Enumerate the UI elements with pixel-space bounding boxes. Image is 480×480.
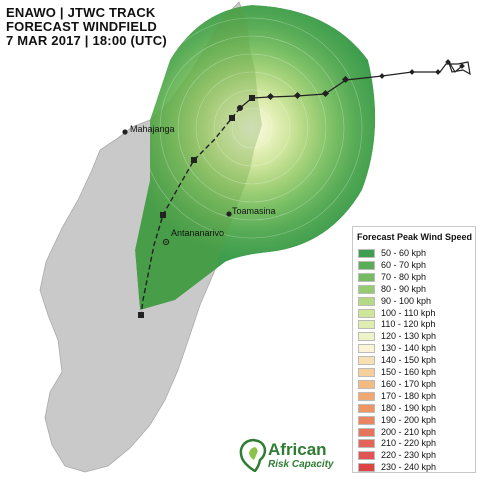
legend-label: 140 - 150 kph [381, 355, 437, 366]
observed-track-line [239, 59, 471, 109]
city-label-antananarivo: Antananarivo [171, 228, 225, 238]
legend-label: 70 - 80 kph [381, 271, 427, 282]
legend-label: 50 - 60 kph [381, 248, 427, 258]
city-marker-antananarivo [162, 238, 170, 246]
legend-label: 80 - 90 kph [381, 283, 427, 294]
legend-label: 90 - 100 kph [381, 295, 432, 306]
wind-speed-legend: Forecast Peak Wind Speed 50 - 60 kph 60 -… [352, 226, 476, 473]
logo-sub-text: Risk Capacity [268, 459, 334, 470]
legend-label: 190 - 200 kph [381, 414, 437, 425]
legend-label: 180 - 190 kph [381, 402, 437, 413]
legend-swatch [358, 379, 375, 389]
track-markers [138, 59, 465, 318]
legend-label: 120 - 130 kph [381, 331, 437, 342]
legend-swatch [358, 463, 375, 473]
title-line-2: FORECAST WINDFIELD [6, 19, 157, 34]
legend-swatch [358, 403, 375, 413]
legend-swatch [358, 451, 375, 461]
legend-swatch [358, 332, 375, 342]
legend-label: 230 - 240 kph [381, 462, 437, 473]
legend-swatch [358, 320, 375, 330]
legend-swatch [358, 368, 375, 377]
city-label-mahajanga: Mahajanga [130, 124, 175, 134]
legend-swatch [358, 391, 375, 401]
arc-logo: African Risk Capacity [238, 436, 348, 476]
title-line-1: ENAWO | JTWC TRACK [6, 5, 156, 20]
legend-swatch [358, 344, 375, 354]
legend-swatch [358, 249, 375, 258]
legend-swatch [358, 272, 375, 282]
legend-label: 60 - 70 kph [381, 259, 427, 270]
city-label-toamasina: Toamasina [232, 206, 276, 216]
forecast-track-line [140, 107, 241, 317]
africa-logo-icon [239, 438, 267, 472]
windfield-zone [135, 5, 376, 310]
legend-label: 210 - 220 kph [381, 438, 437, 449]
legend-label: 170 - 180 kph [381, 390, 437, 401]
legend-label: 130 - 140 kph [381, 343, 437, 354]
legend-swatch [358, 284, 375, 294]
logo-main-text: African [268, 440, 327, 459]
legend-swatch [358, 308, 375, 318]
legend-label: 150 - 160 kph [381, 367, 437, 377]
legend-title: Forecast Peak Wind Speed [357, 232, 472, 242]
legend-swatch [358, 260, 375, 270]
legend-label: 160 - 170 kph [381, 378, 437, 389]
legend-swatch [358, 427, 375, 437]
city-marker-mahajanga [122, 129, 128, 135]
legend-label: 200 - 210 kph [381, 426, 437, 437]
title-line-3: 7 MAR 2017 | 18:00 (UTC) [6, 33, 167, 48]
legend-label: 110 - 120 kph [381, 319, 436, 330]
legend-swatch [358, 296, 375, 306]
city-marker-toamasina [226, 211, 232, 217]
legend-swatch [358, 356, 375, 366]
map-title: ENAWO | JTWC TRACK FORECAST WINDFIELD 7 … [6, 6, 167, 48]
cyclone-symbol-icon [237, 105, 243, 111]
legend-swatch [358, 439, 375, 449]
legend-label: 220 - 230 kph [381, 450, 437, 461]
legend-label: 100 - 110 kph [381, 307, 436, 318]
legend-swatch [358, 415, 375, 425]
